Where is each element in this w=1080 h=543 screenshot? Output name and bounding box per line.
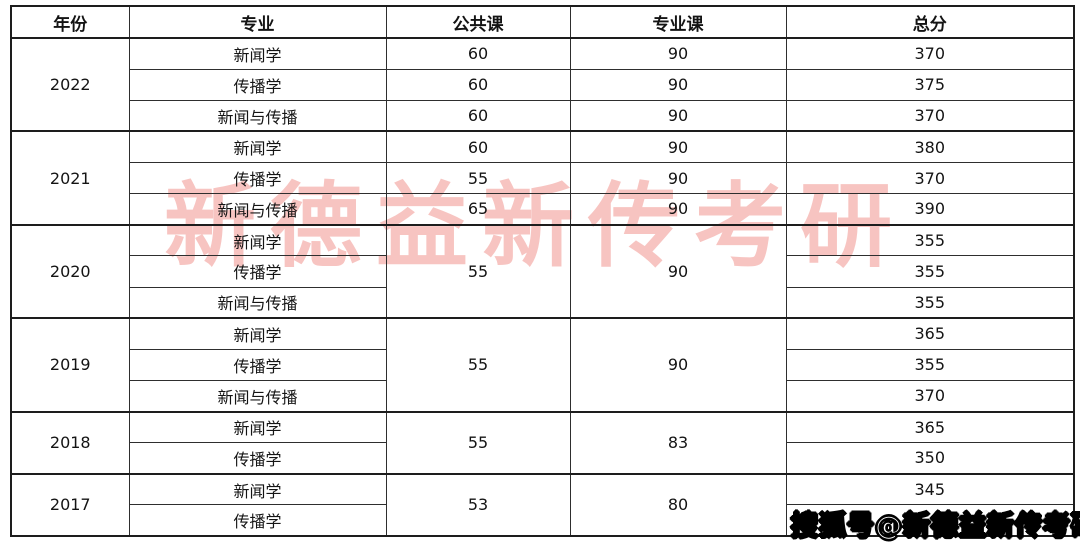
major-cell: 新闻与传播 bbox=[128, 193, 387, 226]
header-total-score: 总分 bbox=[785, 5, 1075, 39]
total-score-cell: 370 bbox=[785, 99, 1075, 132]
public-score-cell-merged: 55 bbox=[385, 410, 571, 475]
public-score-cell-merged: 53 bbox=[385, 472, 571, 537]
major-cell: 传播学 bbox=[128, 68, 387, 101]
table-row: 2020 新闻学 55 90 355 bbox=[10, 223, 1075, 319]
total-score-cell: 350 bbox=[785, 442, 1075, 475]
major-cell: 传播学 bbox=[128, 161, 387, 195]
total-score-cell: 345 bbox=[785, 472, 1075, 506]
public-score-cell: 60 bbox=[385, 68, 571, 101]
table-row: 传播学 bbox=[11, 504, 1075, 537]
table-row: 传播学 350 bbox=[11, 442, 1075, 475]
public-score-cell: 60 bbox=[385, 99, 571, 132]
major-cell: 新闻学 bbox=[128, 130, 387, 164]
score-line-table: 年份 专业 公共课 专业课 总分 2022 新闻学 60 90 370 传播学 … bbox=[10, 5, 1075, 537]
total-score-cell: 355 bbox=[785, 348, 1075, 381]
total-score-cell: 370 bbox=[785, 161, 1075, 195]
major-cell: 新闻学 bbox=[128, 410, 387, 444]
professional-score-cell-merged: 90 bbox=[569, 317, 787, 413]
major-cell: 传播学 bbox=[128, 348, 387, 381]
table-row: 传播学 60 90 375 bbox=[11, 68, 1075, 101]
table-row: 2017 新闻学 53 80 345 bbox=[10, 472, 1075, 537]
professional-score-cell: 90 bbox=[569, 193, 787, 226]
total-score-cell: 380 bbox=[785, 130, 1075, 164]
header-year: 年份 bbox=[10, 5, 130, 39]
total-score-cell: 355 bbox=[785, 223, 1075, 257]
major-cell: 新闻学 bbox=[128, 472, 387, 506]
total-score-cell: 370 bbox=[785, 36, 1075, 70]
total-score-cell: 390 bbox=[785, 193, 1075, 226]
major-cell: 传播学 bbox=[128, 255, 387, 288]
public-score-cell-merged: 55 bbox=[385, 223, 571, 319]
public-score-cell: 65 bbox=[385, 193, 571, 226]
total-score-cell-obscured bbox=[785, 504, 1075, 537]
professional-score-cell: 90 bbox=[569, 99, 787, 132]
year-cell: 2022 bbox=[10, 36, 130, 132]
public-score-cell: 60 bbox=[385, 130, 571, 164]
header-row: 年份 专业 公共课 专业课 总分 bbox=[10, 5, 1075, 39]
year-cell: 2020 bbox=[10, 223, 130, 319]
table-row: 2021 新闻学 60 90 380 bbox=[10, 130, 1075, 226]
year-cell: 2017 bbox=[10, 472, 130, 537]
major-cell: 新闻与传播 bbox=[128, 99, 387, 132]
major-cell: 新闻学 bbox=[128, 317, 387, 350]
table-row: 2018 新闻学 55 83 365 bbox=[10, 410, 1075, 475]
table-row: 传播学 55 90 370 bbox=[11, 161, 1075, 195]
major-cell: 新闻与传播 bbox=[128, 379, 387, 413]
header-public-course: 公共课 bbox=[385, 5, 571, 39]
professional-score-cell-merged: 80 bbox=[569, 472, 787, 537]
table-row: 2022 新闻学 60 90 370 bbox=[10, 36, 1075, 132]
year-cell: 2019 bbox=[10, 317, 130, 413]
public-score-cell-merged: 55 bbox=[385, 317, 571, 413]
professional-score-cell: 90 bbox=[569, 130, 787, 164]
major-cell: 新闻学 bbox=[128, 36, 387, 70]
professional-score-cell-merged: 83 bbox=[569, 410, 787, 475]
table-row: 传播学 355 bbox=[11, 348, 1075, 381]
header-professional-course: 专业课 bbox=[569, 5, 787, 39]
year-cell: 2018 bbox=[10, 410, 130, 475]
total-score-cell: 375 bbox=[785, 68, 1075, 101]
total-score-cell: 355 bbox=[785, 286, 1075, 319]
public-score-cell: 55 bbox=[385, 161, 571, 195]
professional-score-cell: 90 bbox=[569, 36, 787, 70]
total-score-cell: 365 bbox=[785, 410, 1075, 444]
table-row: 2019 新闻学 55 90 365 bbox=[10, 317, 1075, 413]
major-cell: 传播学 bbox=[128, 442, 387, 475]
total-score-cell: 365 bbox=[785, 317, 1075, 350]
major-cell: 新闻学 bbox=[128, 223, 387, 257]
major-cell: 传播学 bbox=[128, 504, 387, 537]
year-cell: 2021 bbox=[10, 130, 130, 226]
major-cell: 新闻与传播 bbox=[128, 286, 387, 319]
table-row: 传播学 355 bbox=[11, 255, 1075, 288]
public-score-cell: 60 bbox=[385, 36, 571, 70]
table-row: 新闻与传播 370 bbox=[11, 379, 1075, 413]
table-row: 新闻与传播 60 90 370 bbox=[11, 99, 1075, 132]
header-major: 专业 bbox=[128, 5, 387, 39]
professional-score-cell: 90 bbox=[569, 68, 787, 101]
total-score-cell: 370 bbox=[785, 379, 1075, 413]
professional-score-cell: 90 bbox=[569, 161, 787, 195]
total-score-cell: 355 bbox=[785, 255, 1075, 288]
table-row: 新闻与传播 65 90 390 bbox=[11, 193, 1075, 226]
professional-score-cell-merged: 90 bbox=[569, 223, 787, 319]
